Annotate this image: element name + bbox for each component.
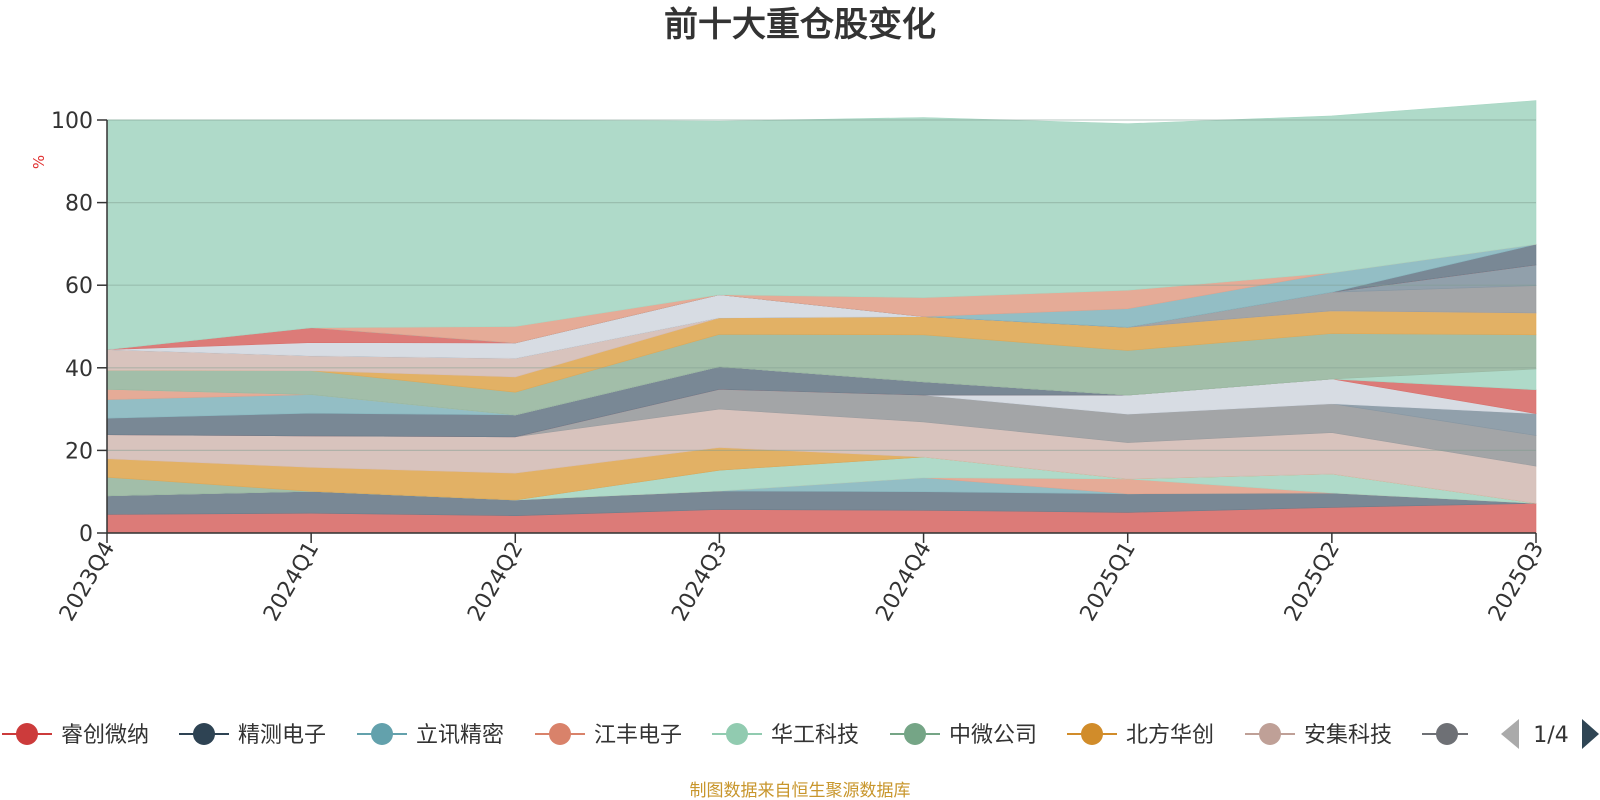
legend-label: 中微公司 (949, 723, 1037, 748)
legend-item[interactable]: 立讯精密 (357, 723, 504, 748)
legend-marker (16, 723, 38, 745)
legend-marker (549, 723, 571, 745)
legend-label: 睿创微纳 (61, 723, 149, 748)
area-series-27 (106, 100, 1537, 350)
legend-item[interactable]: 北方华创 (1067, 723, 1214, 748)
x-tick-label: 2024Q4 (871, 538, 936, 626)
legend-marker (193, 723, 215, 745)
legend-page-indicator: 1/4 (1533, 723, 1568, 748)
y-tick-label: 80 (65, 192, 93, 217)
legend-label: 北方华创 (1126, 723, 1214, 748)
y-tick-label: 0 (79, 522, 93, 547)
y-tick-label: 60 (65, 274, 93, 299)
x-tick-label: 2025Q1 (1076, 538, 1141, 626)
legend-marker (371, 723, 393, 745)
legend: 睿创微纳精测电子立讯精密江丰电子华工科技中微公司北方华创安集科技文1/4 (2, 712, 1600, 758)
legend-item[interactable]: 中微公司 (890, 723, 1037, 748)
legend-item[interactable]: 睿创微纳 (2, 723, 149, 748)
legend-item[interactable]: 江丰电子 (535, 723, 682, 748)
legend-next-page-icon[interactable] (1582, 719, 1599, 749)
x-tick-label: 2024Q1 (259, 538, 324, 626)
legend-clip-mask (1468, 712, 1600, 758)
legend-label: 立讯精密 (416, 723, 504, 748)
x-tick-label: 2025Q3 (1484, 538, 1549, 626)
legend-marker (904, 723, 926, 745)
legend-label: 江丰电子 (594, 723, 682, 748)
legend-item[interactable]: 精测电子 (179, 723, 326, 748)
y-tick-label: 100 (51, 109, 93, 134)
x-tick-label: 2024Q2 (463, 538, 528, 626)
legend-label: 华工科技 (771, 723, 859, 748)
legend-marker (1081, 723, 1103, 745)
x-tick-label: 2023Q4 (55, 538, 120, 626)
legend-marker (726, 723, 748, 745)
legend-prev-page-icon[interactable] (1501, 719, 1519, 749)
legend-marker (1436, 723, 1458, 745)
legend-label: 安集科技 (1304, 723, 1392, 748)
legend-item[interactable]: 华工科技 (712, 723, 859, 748)
area-layers (106, 100, 1537, 534)
y-tick-label: 20 (65, 439, 93, 464)
source-note: 制图数据来自恒生聚源数据库 (690, 781, 911, 800)
legend-item[interactable]: 安集科技 (1245, 723, 1392, 748)
legend-label: 精测电子 (238, 723, 326, 748)
y-axis-unit: % (30, 155, 48, 169)
x-tick-label: 2025Q2 (1280, 538, 1345, 626)
y-tick-label: 40 (65, 357, 93, 382)
legend-marker (1259, 723, 1281, 745)
x-tick-label: 2024Q3 (667, 538, 732, 626)
chart-title: 前十大重仓股变化 (664, 5, 936, 45)
